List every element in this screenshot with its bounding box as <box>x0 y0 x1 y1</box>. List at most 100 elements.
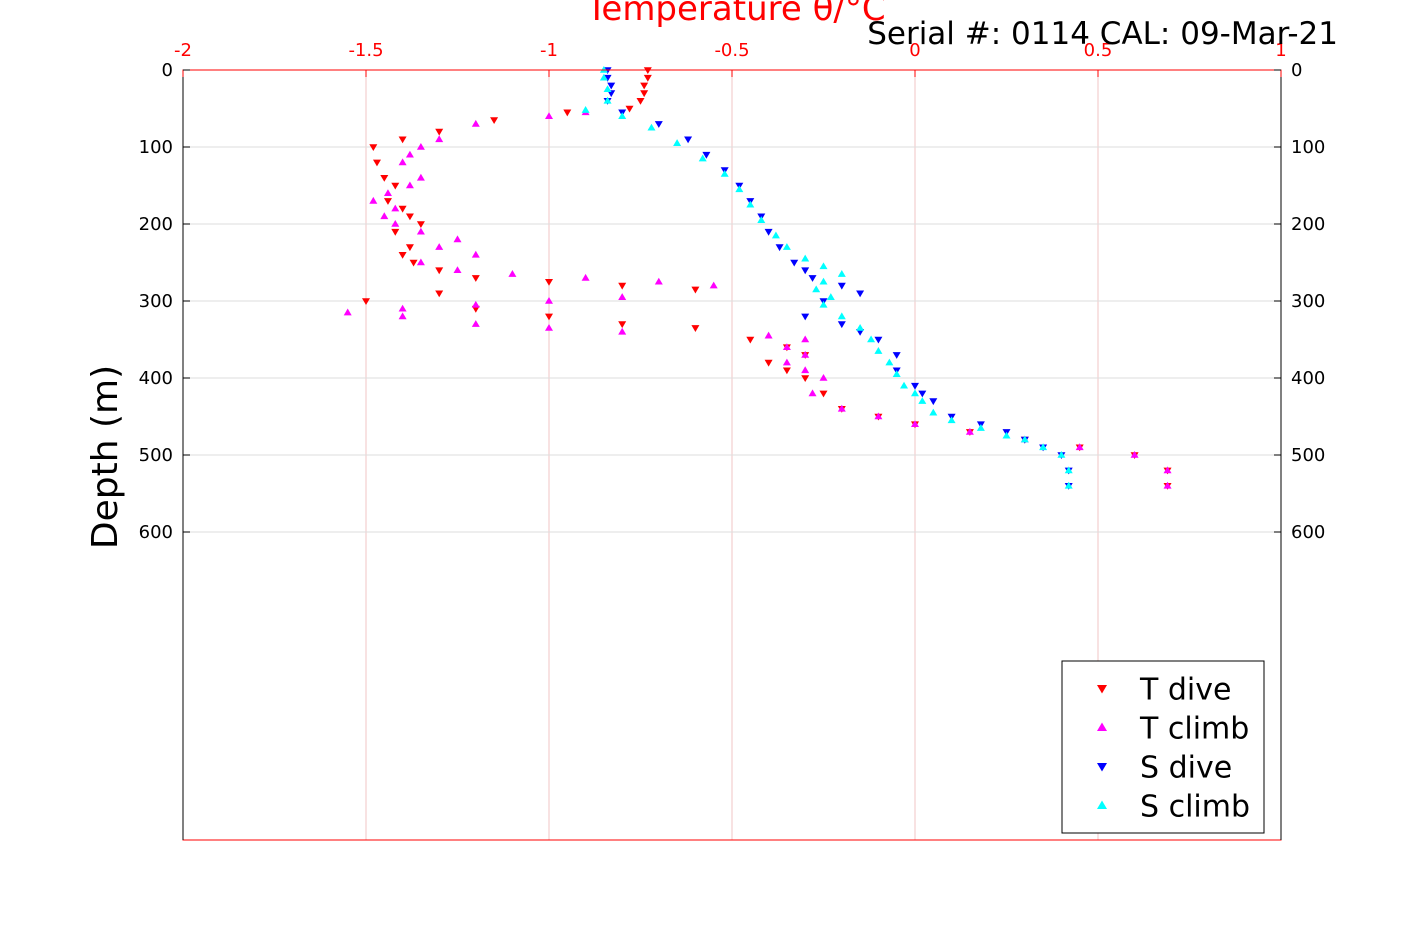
data-point <box>856 290 865 298</box>
data-point <box>643 67 652 74</box>
data-point <box>801 375 810 382</box>
data-point <box>490 117 499 125</box>
y-tick-label: 400 <box>139 368 173 389</box>
legend-entry: S dive <box>1140 751 1232 786</box>
y-tick-label-right: 100 <box>1291 137 1325 158</box>
data-point <box>790 259 799 267</box>
data-point <box>757 216 766 223</box>
y-tick-label-right: 600 <box>1291 522 1325 543</box>
y-axis-label: Depth (m) <box>85 365 126 549</box>
data-point <box>735 185 744 193</box>
data-point <box>599 73 608 81</box>
y-tick-label-right: 500 <box>1291 445 1325 466</box>
x-tick-label: -2 <box>174 40 192 61</box>
data-point <box>618 282 627 290</box>
data-point <box>369 144 378 151</box>
data-point <box>435 290 444 298</box>
data-point <box>819 374 828 381</box>
legend: T dive T climb S dive S climb <box>1061 660 1265 834</box>
data-point <box>416 227 425 235</box>
data-point <box>885 358 894 366</box>
data-point <box>911 420 919 427</box>
data-point <box>771 231 780 239</box>
chart-title: Temperature θ/°C <box>585 0 885 29</box>
y-tick-label-right: 200 <box>1291 214 1325 235</box>
data-point <box>618 327 627 335</box>
data-point <box>603 96 612 104</box>
data-point <box>691 286 700 294</box>
data-point <box>801 350 810 358</box>
data-point <box>545 297 553 304</box>
data-point <box>643 74 652 82</box>
data-point <box>911 382 919 390</box>
data-point <box>782 367 791 375</box>
data-point <box>1064 481 1073 489</box>
data-point <box>1163 481 1172 489</box>
data-point <box>764 228 773 236</box>
data-point <box>398 158 407 166</box>
data-point <box>545 323 553 331</box>
data-point <box>369 196 378 204</box>
data-point <box>405 244 414 252</box>
data-point <box>471 250 480 258</box>
data-point <box>640 90 649 98</box>
data-point <box>746 200 755 208</box>
data-point <box>965 427 974 435</box>
data-point <box>398 136 407 144</box>
x-tick-label: -1.5 <box>348 40 383 61</box>
data-point <box>416 258 425 266</box>
data-point <box>435 267 444 275</box>
data-point <box>1130 451 1139 458</box>
data-point <box>720 169 729 177</box>
data-point <box>453 266 462 273</box>
data-point <box>435 135 444 143</box>
data-point <box>563 109 572 117</box>
data-point <box>471 275 480 282</box>
data-point <box>837 404 846 412</box>
data-point <box>1075 443 1084 451</box>
data-point <box>409 259 418 267</box>
data-point <box>826 293 835 300</box>
data-point <box>398 252 407 259</box>
data-point <box>599 66 608 73</box>
data-point <box>929 408 938 416</box>
data-point <box>837 312 846 320</box>
data-point <box>416 173 425 181</box>
data-point <box>380 212 389 220</box>
data-point <box>808 389 817 397</box>
data-point <box>698 154 707 162</box>
data-point <box>764 359 773 367</box>
x-tick-label: -0.5 <box>714 40 749 61</box>
data-point <box>775 244 784 252</box>
data-point <box>625 105 634 113</box>
y-tick-label: 500 <box>139 445 173 466</box>
data-point <box>618 293 627 300</box>
legend-marker <box>1097 800 1107 809</box>
serial-calibration-annotation: Serial #: 0114 CAL: 09-Mar-21 <box>867 16 1338 52</box>
x-tick-label: -1 <box>540 40 558 61</box>
data-point <box>545 278 553 286</box>
data-point <box>801 267 810 275</box>
data-point <box>581 106 590 113</box>
data-point <box>856 323 865 331</box>
data-point <box>471 300 480 308</box>
data-point <box>640 82 649 90</box>
data-point <box>581 273 590 281</box>
data-point <box>405 213 414 221</box>
legend-marker <box>1097 722 1107 731</box>
y-tick-label: 100 <box>139 137 173 158</box>
data-point <box>918 390 927 398</box>
data-point <box>647 123 656 131</box>
data-point <box>654 121 663 128</box>
data-point <box>782 343 791 350</box>
y-tick-label: 200 <box>139 214 173 235</box>
data-point <box>383 189 392 196</box>
data-point <box>918 397 927 404</box>
data-point <box>603 85 612 93</box>
data-point <box>801 254 810 262</box>
data-point <box>812 285 821 293</box>
legend-marker <box>1097 685 1107 694</box>
data-point <box>391 228 400 236</box>
data-point <box>874 336 883 344</box>
